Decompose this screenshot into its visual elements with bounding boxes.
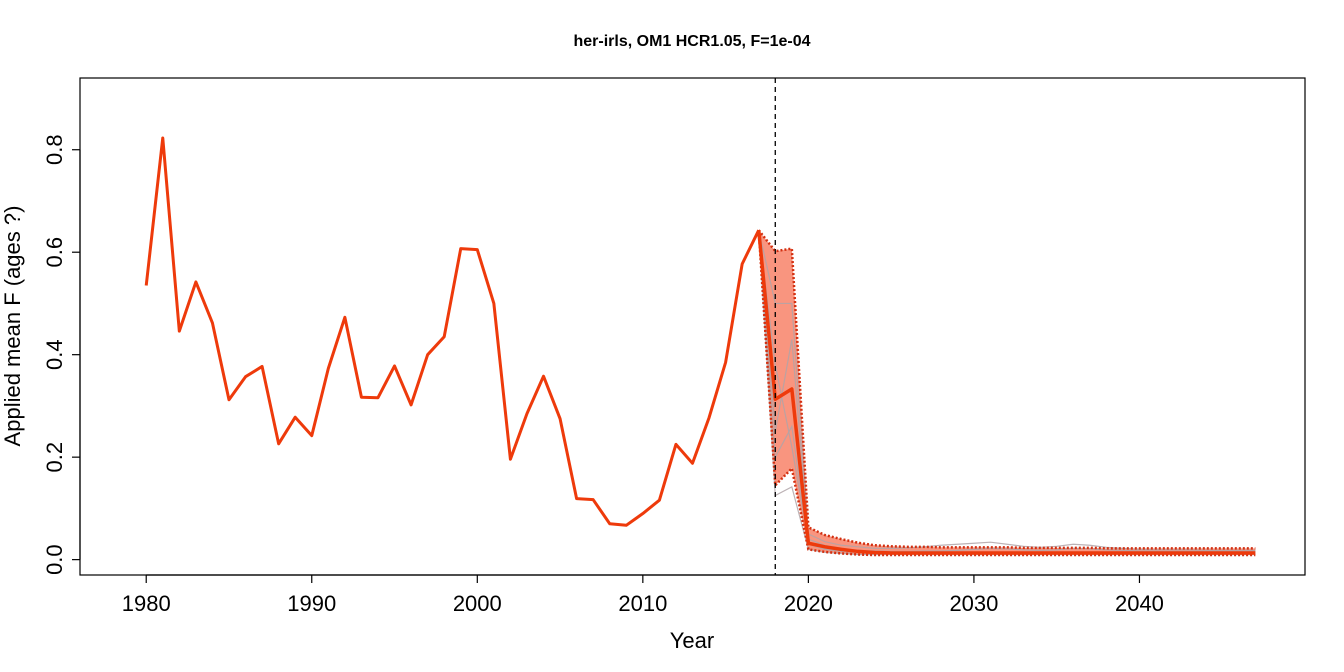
y-axis: 0.0 0.2 0.4 0.6 0.8 — [42, 134, 81, 575]
x-tick-label: 2030 — [949, 591, 998, 616]
projection-median-line — [756, 229, 1256, 555]
x-axis-label: Year — [670, 628, 714, 653]
x-tick-label: 2020 — [784, 591, 833, 616]
x-axis: 1980 1990 2000 2010 2020 2030 2040 — [122, 574, 1164, 616]
iteration-line-1 — [758, 230, 1256, 552]
plot-area — [144, 78, 1256, 575]
x-tick-label: 1990 — [287, 591, 336, 616]
x-tick-label: 2040 — [1115, 591, 1164, 616]
y-tick-label: 0.8 — [42, 134, 67, 165]
band-lower-edge — [757, 230, 1256, 557]
x-tick-label: 2000 — [453, 591, 502, 616]
y-tick-label: 0.6 — [42, 237, 67, 268]
y-tick-label: 0.4 — [42, 339, 67, 370]
y-tick-label: 0.2 — [42, 442, 67, 473]
y-axis-label: Applied mean F (ages ?) — [0, 206, 25, 447]
chart-title: her-irls, OM1 HCR1.05, F=1e-04 — [574, 33, 811, 50]
y-tick-label: 0.0 — [42, 544, 67, 575]
band-upper-edge — [757, 229, 1256, 550]
historical-series-line — [144, 136, 761, 527]
x-tick-label: 1980 — [122, 591, 171, 616]
x-tick-label: 2010 — [618, 591, 667, 616]
